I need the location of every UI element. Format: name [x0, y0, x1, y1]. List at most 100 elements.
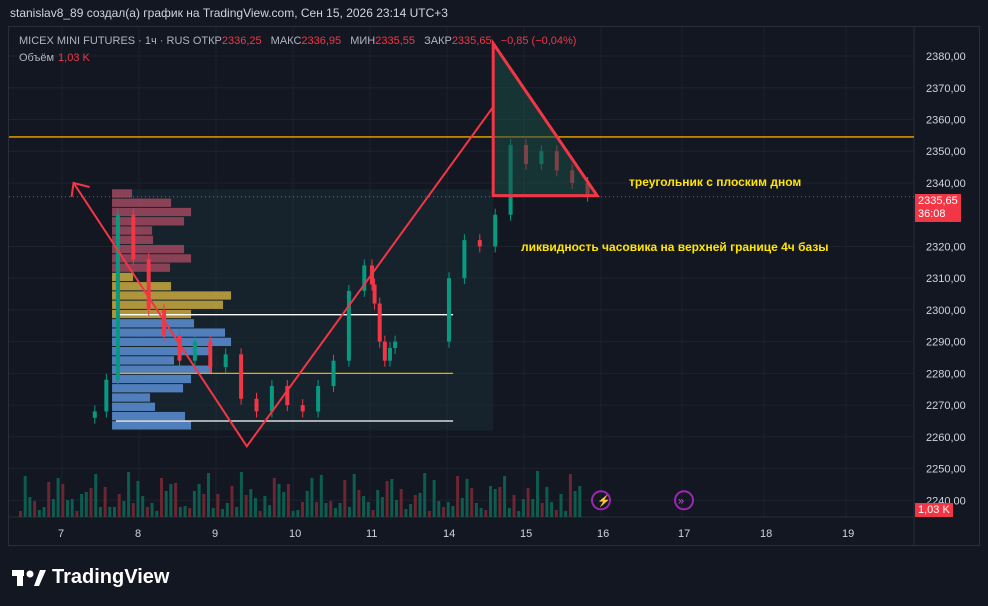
x-tick-label: 16	[597, 528, 609, 540]
volume-label: Объём	[19, 52, 55, 64]
zigzag-arrow-head	[70, 181, 90, 198]
candle-body	[269, 386, 274, 412]
volume-bar	[61, 484, 65, 517]
volume-bar	[409, 504, 413, 517]
volume-bar	[451, 506, 455, 517]
volume-bar	[460, 498, 464, 517]
chart-frame[interactable]: 2380,00 2370,00 2360,00 2350,00 2340,00 2320,…	[8, 26, 980, 546]
volume-bar	[550, 502, 554, 517]
candle-body	[104, 379, 109, 412]
volume-bar	[376, 490, 380, 517]
triangle-annotation[interactable]: треугольник с плоским дном	[629, 175, 802, 189]
candle-body	[331, 360, 336, 387]
volume-bar	[442, 507, 445, 517]
candle-body	[362, 265, 367, 291]
volume-profile-bar	[112, 254, 192, 263]
high-label: МАКС	[270, 35, 302, 47]
volume-value: 1,03 K	[58, 52, 90, 64]
candle-body	[131, 214, 136, 260]
volume-bar	[559, 494, 563, 517]
volume-bar	[108, 507, 112, 517]
volume-profile-bar	[112, 384, 184, 393]
volume-bar	[230, 486, 234, 517]
volume-bar	[474, 503, 478, 517]
y-tick-label: 2290,00	[926, 337, 966, 349]
volume-bar	[427, 511, 431, 517]
volume-bar	[578, 486, 582, 517]
volume-profile-bar	[112, 347, 210, 356]
volume-bar	[489, 486, 492, 517]
volume-bar	[521, 499, 525, 517]
volume-profile-bar	[112, 300, 224, 309]
y-tick-label: 2270,00	[926, 400, 966, 412]
volume-bar	[343, 480, 347, 517]
x-tick-label: 10	[289, 528, 301, 540]
volume-bar	[564, 511, 568, 517]
volume-bar	[202, 494, 206, 517]
volume-bar	[33, 501, 37, 517]
high-value: 2336,95	[301, 35, 342, 47]
volume-bar	[310, 478, 314, 517]
candle-body	[92, 411, 97, 418]
volume-bar	[540, 503, 544, 517]
zigzag-path	[72, 106, 495, 449]
y-tick-label: 2350,00	[926, 146, 966, 158]
volume-bar	[225, 503, 229, 517]
volume-bar	[301, 502, 304, 517]
volume-bar	[517, 511, 521, 517]
volume-bar	[254, 498, 257, 517]
tradingview-logo-icon	[12, 569, 46, 586]
y-tick-label: 2360,00	[926, 115, 966, 127]
volume-bar	[141, 496, 145, 517]
volume-bar	[23, 476, 27, 517]
volume-bar	[70, 499, 74, 517]
instrument-name[interactable]: MICEX MINI FUTURES · 1ч · RUS	[19, 35, 190, 47]
volume-bar	[239, 472, 243, 517]
volume-profile-bar	[112, 198, 172, 207]
volume-bar	[103, 487, 107, 517]
volume-bar	[352, 474, 356, 517]
close-value: 2335,65	[451, 35, 492, 47]
volume-bar	[94, 474, 98, 517]
y-tick-label: 2370,00	[926, 83, 966, 95]
liquidity-annotation[interactable]: ликвидность часовика на верхней границе …	[521, 240, 829, 254]
volume-bar	[216, 494, 220, 517]
volume-bar	[207, 473, 210, 517]
candle-body	[316, 386, 321, 412]
volume-bar	[503, 476, 507, 517]
volume-bar	[272, 478, 276, 517]
candle-body	[493, 214, 498, 247]
candle-body	[377, 303, 382, 342]
volume-bar	[113, 507, 116, 517]
volume-bar	[395, 500, 398, 517]
tradingview-logo[interactable]: TradingView	[12, 566, 169, 589]
volume-bar	[573, 491, 577, 517]
x-tick-label: 8	[135, 528, 141, 540]
volume-profile-bar	[112, 402, 156, 411]
volume-bar	[456, 476, 460, 517]
y-tick-label: 2380,00	[926, 51, 966, 63]
volume-profile-bar	[112, 393, 151, 402]
volume-bar	[19, 511, 22, 517]
volume-bar	[183, 506, 187, 517]
chart-canvas[interactable]: 2380,00 2370,00 2360,00 2350,00 2340,00 2320,…	[9, 27, 980, 546]
volume-bar	[470, 488, 474, 517]
volume-bar	[357, 490, 361, 517]
volume-profile-bar	[112, 411, 186, 421]
volume-bar	[329, 501, 333, 517]
volume-bar	[98, 507, 102, 517]
volume-bar	[268, 505, 272, 517]
volume-bar	[169, 484, 173, 517]
volume-profile-bar	[112, 272, 134, 282]
lightning-icon	[591, 490, 611, 511]
candle-body	[192, 341, 197, 361]
tradingview-brand: TradingView	[52, 566, 170, 588]
volume-profile-bar	[112, 337, 232, 347]
volume-bar	[296, 510, 300, 517]
volume-bar	[89, 488, 93, 517]
volume-bar	[498, 487, 502, 517]
volume-bar	[84, 492, 88, 517]
volume-profile-bar	[112, 217, 185, 226]
volume-bar	[531, 499, 535, 517]
volume-bar	[423, 473, 427, 517]
